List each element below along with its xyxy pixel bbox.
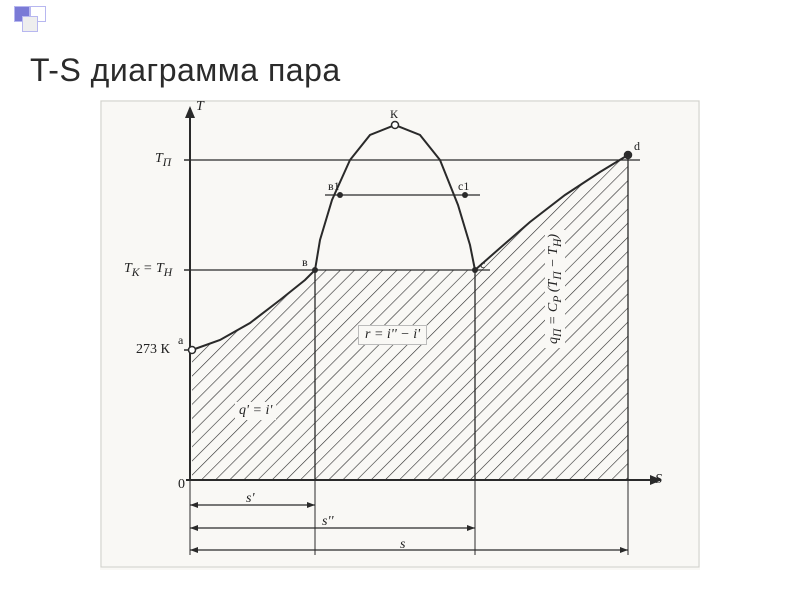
y-axis-label: T xyxy=(196,100,204,114)
dim-s2: s'' xyxy=(322,515,333,529)
point-c1: c1 xyxy=(458,180,469,192)
ts-diagram: T S TП TК = TН 273 К 0 К a d в1 c1 в c q… xyxy=(100,100,700,570)
point-b: в xyxy=(302,256,308,268)
ytick-tk: TК = TН xyxy=(124,262,172,278)
dim-s: s xyxy=(400,538,405,552)
ytick-tp: TП xyxy=(155,152,171,168)
slide-title: T-S диаграмма пара xyxy=(30,52,341,89)
point-a: a xyxy=(178,334,183,346)
ytick-273: 273 К xyxy=(136,343,170,357)
eq-q-prime: q' = i' xyxy=(235,402,276,420)
dim-s1: s' xyxy=(246,492,254,506)
point-d: d xyxy=(634,140,640,152)
point-b1: в1 xyxy=(328,180,340,192)
deco-sq-3 xyxy=(22,16,38,32)
x-axis-label: S xyxy=(655,473,662,487)
origin-label: 0 xyxy=(178,478,185,492)
eq-r: r = i'' − i' xyxy=(358,325,427,345)
slide-decoration xyxy=(0,0,800,34)
eq-qp: qП = CP (TП − TН) xyxy=(545,230,565,348)
point-c: c xyxy=(480,258,485,270)
point-k: К xyxy=(390,108,398,120)
